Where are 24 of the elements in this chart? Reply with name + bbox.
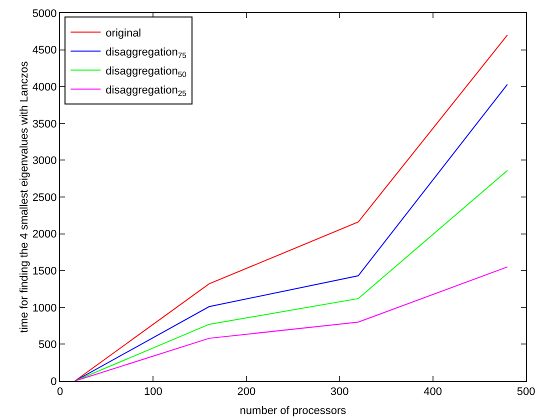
x-tick-label: 300 xyxy=(330,386,349,398)
x-axis-title: number of processors xyxy=(240,405,347,417)
y-tick-label: 0 xyxy=(50,376,57,388)
y-tick-label: 3500 xyxy=(32,118,57,130)
y-tick-label: 5000 xyxy=(32,8,57,20)
legend-label: disaggregation$_{25}$ xyxy=(106,84,186,98)
y-tick-label: 4500 xyxy=(32,44,57,57)
y-tick-label: 1000 xyxy=(32,302,57,314)
y-tick-label: 1500 xyxy=(32,265,57,278)
legend-label: original xyxy=(106,27,142,40)
line-series xyxy=(74,170,508,381)
y-tick-label: 4000 xyxy=(32,81,57,94)
y-tick-label: 500 xyxy=(38,339,57,352)
legend-label: disaggregation$_{50}$ xyxy=(106,65,186,79)
y-tick-label: 2500 xyxy=(32,192,57,204)
x-tick-label: 100 xyxy=(144,386,162,398)
x-tick-label: 400 xyxy=(424,386,442,398)
line-series xyxy=(74,266,508,381)
x-tick-label: 200 xyxy=(237,386,256,398)
y-axis-title: time for finding the 4 smallest eigenvalues with Lanczos xyxy=(18,60,30,333)
x-tick-label: 500 xyxy=(516,386,536,398)
legend-label: disaggregation$_{75}$ xyxy=(106,46,186,60)
y-tick-label: 2000 xyxy=(32,228,57,241)
y-tick-label: 3000 xyxy=(32,155,57,168)
